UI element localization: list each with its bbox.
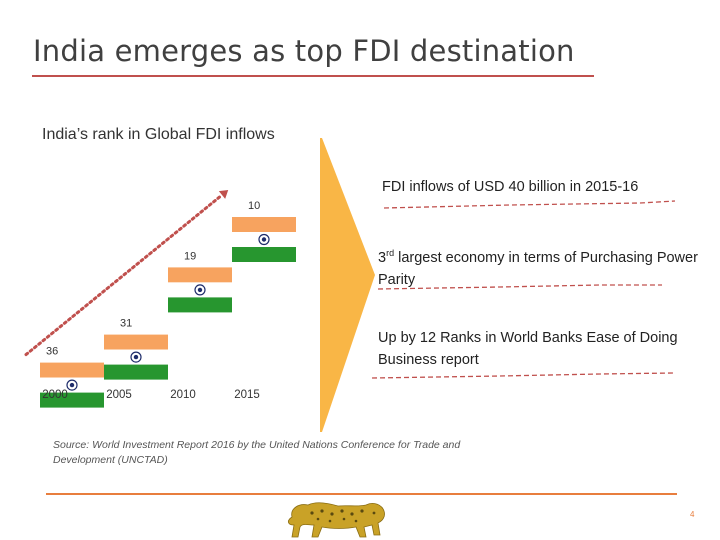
divider-3 [371, 372, 674, 379]
chakra-icon [130, 351, 142, 363]
bar-green-2005 [104, 364, 168, 380]
bar-green-2015 [232, 247, 296, 262]
rank-label-2015: 10 [248, 200, 260, 212]
bar-saffron-2000 [40, 362, 104, 378]
x-tick-2000: 2000 [42, 389, 68, 401]
chart-subtitle: India’s rank in Global FDI inflows [42, 126, 275, 143]
bar-saffron-2005 [104, 334, 168, 350]
bar-green-2010 [168, 297, 232, 313]
page-number: 4 [690, 510, 695, 519]
chakra-icon [258, 233, 270, 246]
highlight-ppp-ordinal: rd [386, 248, 395, 258]
highlight-fdi-inflows: FDI inflows of USD 40 billion in 2015-16 [382, 179, 639, 195]
source-note: Source: World Investment Report 2016 by … [53, 439, 461, 466]
x-tick-2015: 2015 [234, 389, 260, 401]
chakra-hub-icon [133, 354, 139, 360]
chakra-hub-icon [261, 237, 267, 242]
trend-arrowhead-icon [218, 189, 229, 199]
title-underline [32, 75, 594, 77]
lion-logo-icon [288, 502, 385, 538]
rank-label-2000: 36 [46, 346, 58, 358]
bar-saffron-2010 [168, 267, 232, 283]
page-title: India emerges as top FDI destination [33, 34, 575, 68]
rank-label-2005: 31 [120, 318, 132, 330]
highlight-ppp-number: 3 [378, 249, 387, 266]
highlight-ppp: 3rd largest economy in terms of Purchasi… [378, 242, 698, 291]
x-tick-2005: 2005 [106, 389, 132, 401]
bar-saffron-2015 [232, 217, 296, 232]
chakra-icon [66, 379, 78, 391]
chakra-icon [194, 284, 206, 296]
chakra-hub-icon [69, 382, 75, 388]
highlight-ppp-text: largest economy in terms of Purchasing P… [378, 249, 698, 288]
footer-rule [46, 493, 677, 495]
divider-1 [383, 200, 676, 209]
arrow-shape [320, 138, 375, 432]
rank-label-2010: 19 [184, 250, 196, 262]
dashed-dividers [371, 200, 676, 379]
trend-line [24, 193, 224, 357]
x-tick-2010: 2010 [170, 389, 196, 401]
divider-2 [377, 284, 662, 290]
chakra-hub-icon [197, 287, 203, 293]
highlight-ease-of-business: Up by 12 Ranks in World Banks Ease of Do… [378, 330, 678, 368]
bar-green-2000 [40, 392, 104, 408]
